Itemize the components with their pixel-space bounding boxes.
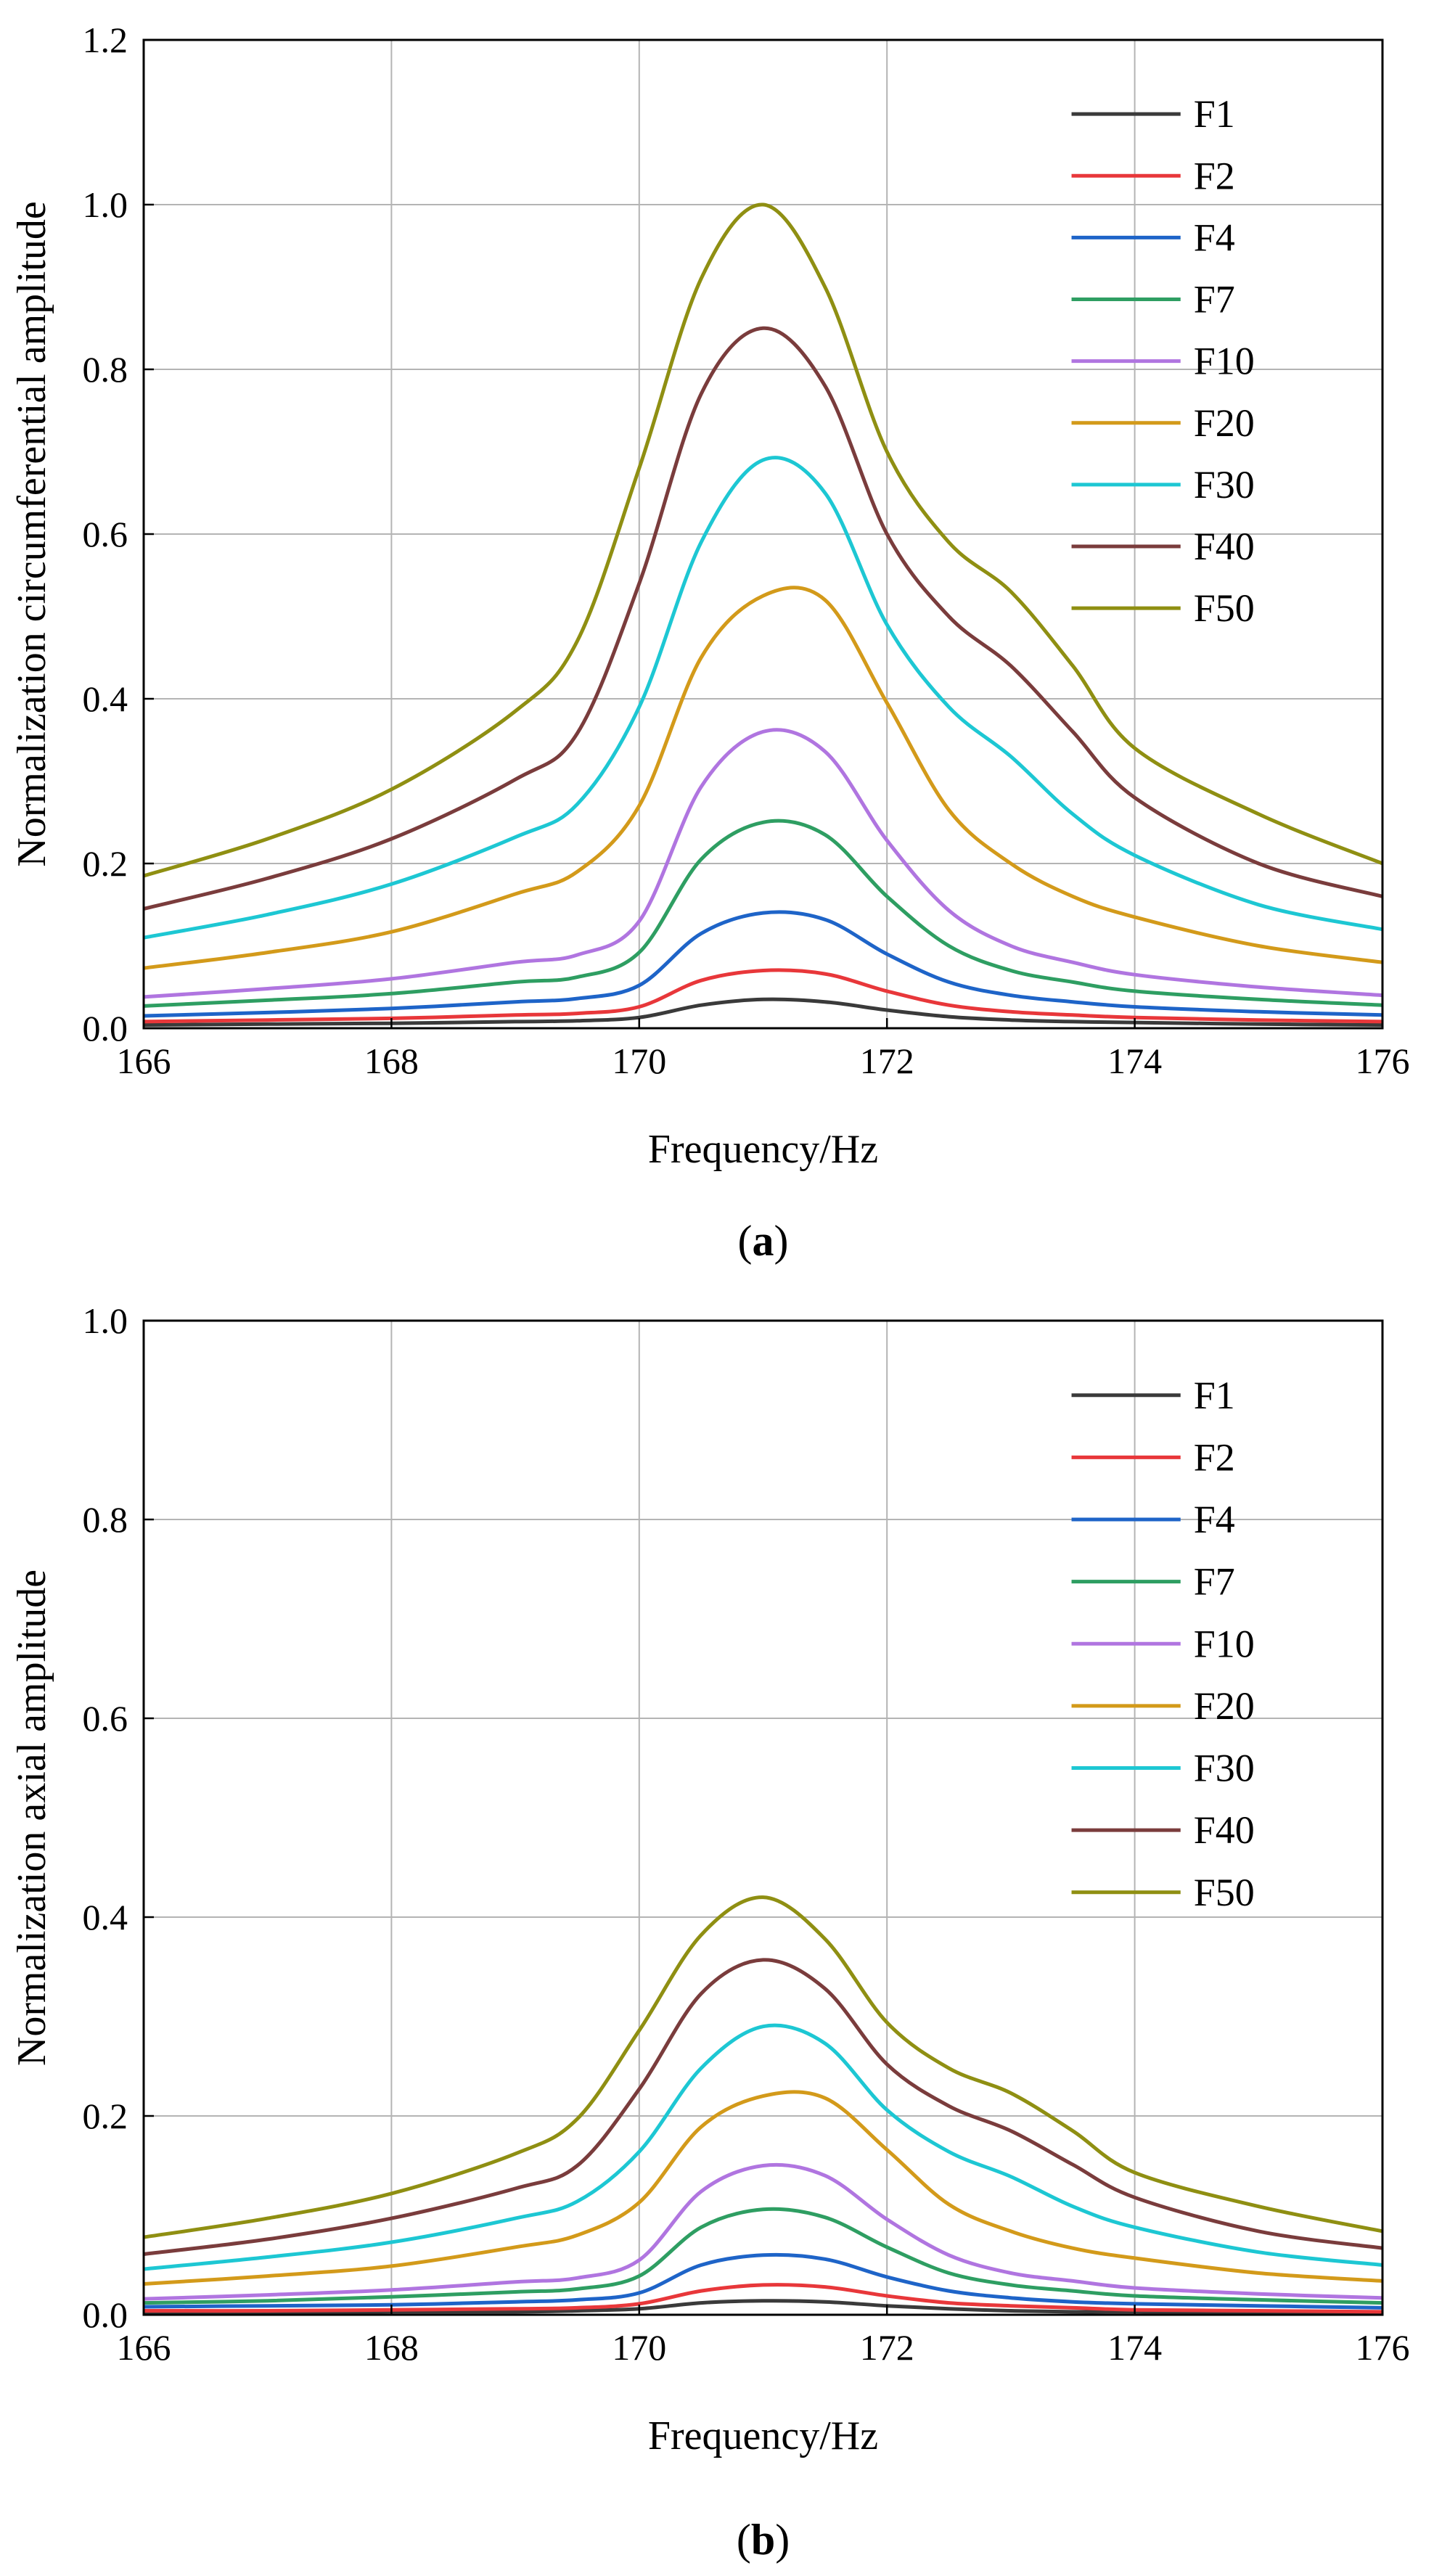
y-tick-label: 0.6 [83, 1698, 128, 1739]
plot-frame [142, 38, 1384, 1030]
legend-label-f20: F20 [1194, 401, 1255, 445]
caption-paren-open: ( [738, 1217, 753, 1265]
y-tick-label: 0.6 [83, 514, 128, 554]
legend-label-f2: F2 [1194, 1435, 1235, 1479]
y-axis-label: Normalization circumferential amplitude [9, 201, 54, 866]
axes [142, 38, 1384, 1030]
chart-panel-b: 166 168 170 172 174 176 0.0 0.2 0.4 0.6 0.8 1.0 Fre… [9, 1300, 1410, 2564]
y-tick-label: 0.8 [83, 349, 128, 390]
chart-panel-a: 166 168 170 172 174 1760.00.20.40.60.81.01.2 … [9, 20, 1410, 1265]
y-tick-label: 0.2 [83, 843, 128, 884]
legend-label-f1: F1 [1194, 92, 1235, 136]
x-tick-label: 172 [860, 2327, 914, 2368]
series-line-f7 [143, 2207, 1383, 2305]
legend-label-f40: F40 [1194, 525, 1255, 568]
tick-labels: 166 168 170 172 174 176 0.0 0.2 0.4 0.6 0.8 1.0 [83, 1300, 1410, 2368]
x-tick-label: 166 [117, 1041, 171, 1081]
series-line-f2 [143, 968, 1383, 1024]
legend-label-f40: F40 [1194, 1808, 1255, 1852]
y-axis-label: Normalization axial amplitude [9, 1570, 54, 2066]
legend-label-f2: F2 [1194, 154, 1235, 197]
legend-label-f10: F10 [1194, 340, 1255, 383]
legend-label-f50: F50 [1194, 1871, 1255, 1914]
x-tick-label: 168 [364, 1041, 419, 1081]
series-line-f10 [143, 2162, 1383, 2301]
series-lines [143, 1895, 1383, 2315]
x-tick-label: 174 [1107, 2327, 1162, 2368]
legend-label-f1: F1 [1194, 1374, 1235, 1417]
legend-label-f50: F50 [1194, 586, 1255, 630]
legend-label-f4: F4 [1194, 1498, 1235, 1541]
y-tick-label: 1.0 [83, 184, 128, 225]
legend-label-f20: F20 [1194, 1684, 1255, 1728]
legend-label-f7: F7 [1194, 278, 1235, 321]
x-tick-label: 166 [117, 2327, 171, 2368]
series-line-f40 [143, 1958, 1383, 2256]
series-line-f4 [143, 2252, 1383, 2310]
series-line-f40 [143, 326, 1383, 911]
y-tick-label: 0.0 [83, 2294, 128, 2335]
legend: F1 F2 F4 F7 F10 F20 F30 F40 F50 [1071, 92, 1255, 630]
series-lines [143, 202, 1383, 1027]
y-tick-label: 0.4 [83, 1897, 128, 1937]
x-axis-label: Frequency/Hz [648, 1127, 878, 1172]
series-line-f10 [143, 728, 1383, 999]
series-line-f1 [143, 997, 1383, 1027]
caption-paren-close: ) [775, 2516, 790, 2564]
x-tick-label: 170 [612, 1041, 666, 1081]
tick-labels: 166 168 170 172 174 176 0.0 0.2 0.4 0.6 0.8 1.0 1.2 [83, 20, 1410, 1081]
legend-label-f30: F30 [1194, 463, 1255, 506]
series-line-f30 [143, 2023, 1383, 2271]
caption-letter: b [751, 2516, 775, 2564]
series-line-f2 [143, 2283, 1383, 2314]
series-line-f4 [143, 910, 1383, 1018]
legend-label-f30: F30 [1194, 1747, 1255, 1790]
y-tick-label: 0.4 [83, 678, 128, 719]
y-tick-label: 0.2 [83, 2096, 128, 2136]
caption-paren-close: ) [774, 1217, 789, 1265]
x-tick-label: 174 [1107, 1041, 1162, 1081]
series-line-f1 [143, 2299, 1383, 2315]
plot-frame [142, 1319, 1384, 2316]
legend-label-f7: F7 [1194, 1560, 1235, 1604]
series-line-f50 [143, 1895, 1383, 2239]
series-line-f20 [143, 586, 1383, 970]
series-line-f7 [143, 819, 1383, 1008]
y-tick-label: 1.0 [83, 1300, 128, 1341]
legend-label-f4: F4 [1194, 216, 1235, 259]
x-tick-label: 176 [1356, 2327, 1410, 2368]
legend: F1 F2 F4 F7 F10 F20 F30 F40 F50 [1071, 1374, 1255, 1914]
x-tick-label: 176 [1356, 1041, 1410, 1081]
axes [142, 1319, 1384, 2316]
y-tick-label: 0.8 [83, 1499, 128, 1540]
series-line-f20 [143, 2090, 1383, 2286]
panel-caption-a: (a) [738, 1217, 789, 1265]
x-tick-label: 170 [612, 2327, 666, 2368]
x-tick-label: 172 [860, 1041, 914, 1081]
panel-caption-b: (b) [737, 2516, 790, 2564]
x-tick-label: 168 [364, 2327, 419, 2368]
series-line-f30 [143, 456, 1383, 940]
x-axis-label: Frequency/Hz [648, 2413, 878, 2458]
y-tick-label: 1.2 [83, 20, 128, 60]
y-tick-label: 0.0 [83, 1008, 128, 1049]
caption-paren-open: ( [737, 2516, 751, 2564]
legend-label-f10: F10 [1194, 1622, 1255, 1665]
series-line-f50 [143, 202, 1383, 878]
caption-letter: a [753, 1217, 774, 1265]
